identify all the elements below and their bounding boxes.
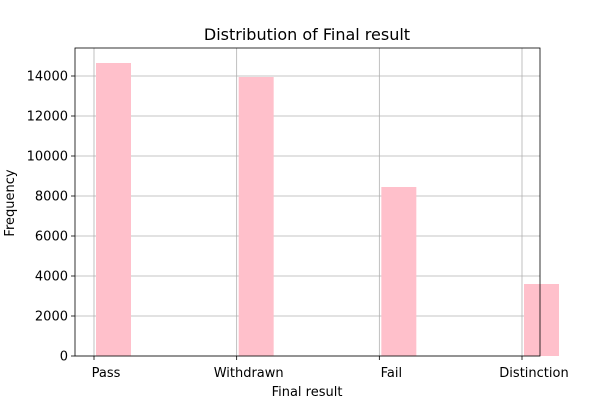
y-tick-label: 4000 bbox=[35, 270, 68, 285]
x-tick-label: Pass bbox=[92, 366, 121, 381]
axes-layer bbox=[74, 47, 541, 357]
y-tick-label: 0 bbox=[60, 350, 68, 365]
x-axis-label: Final result bbox=[272, 385, 343, 400]
y-tick-label: 8000 bbox=[35, 190, 68, 205]
ticks-layer: 0 2000 4000 6000 8000 10000 12000 14000 Pass With… bbox=[27, 70, 569, 382]
bar bbox=[96, 63, 131, 356]
grid-layer bbox=[75, 48, 540, 357]
x-tick-label: Withdrawn bbox=[214, 366, 284, 381]
chart-title: Distribution of Final result bbox=[204, 25, 410, 44]
bars-layer bbox=[96, 63, 559, 356]
y-tick-label: 14000 bbox=[27, 70, 68, 85]
x-tick-label: Distinction bbox=[499, 366, 568, 381]
bar bbox=[381, 187, 417, 356]
bar bbox=[238, 77, 274, 356]
y-tick-label: 2000 bbox=[35, 310, 68, 325]
y-tick-label: 10000 bbox=[27, 150, 68, 165]
y-tick-label: 12000 bbox=[27, 110, 68, 125]
y-tick-label: 6000 bbox=[35, 230, 68, 245]
y-axis-label: Frequency bbox=[3, 169, 18, 236]
x-tick-label: Fail bbox=[381, 366, 402, 381]
plot-frame bbox=[74, 47, 541, 357]
bar bbox=[524, 284, 559, 356]
